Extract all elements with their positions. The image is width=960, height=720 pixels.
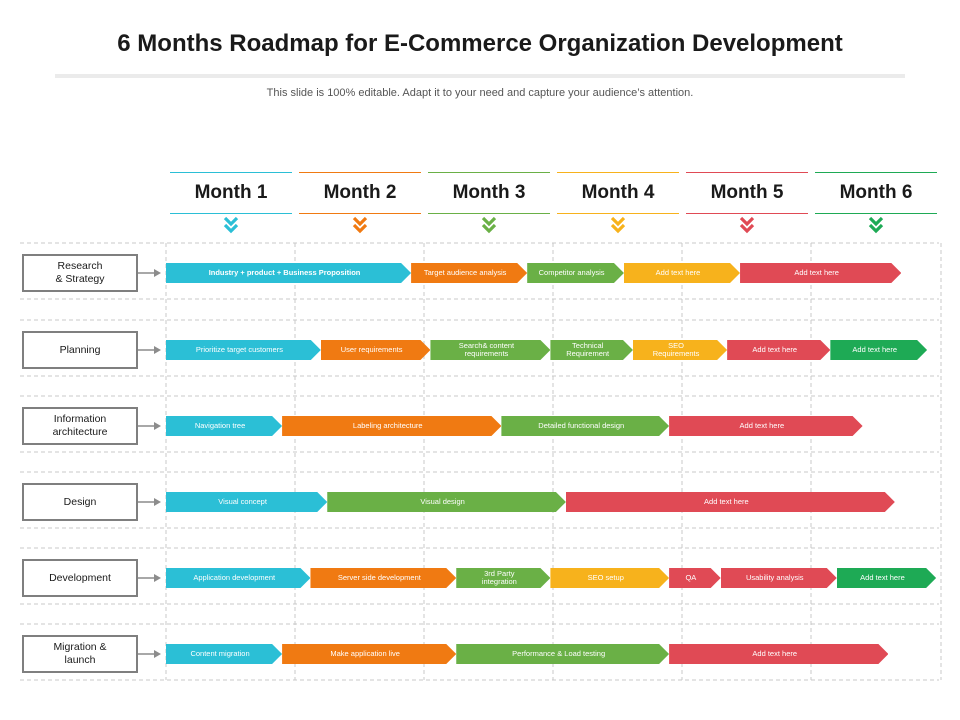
month-header-2: Month 2	[299, 172, 421, 214]
task-bar: Navigation tree	[166, 416, 282, 436]
task-bar: Make application live	[282, 644, 456, 664]
task-bar: Add text here	[669, 416, 863, 436]
task-bar: Add text here	[727, 340, 830, 360]
task-bar: SEO Requirements	[633, 340, 727, 360]
double-chevron-down-icon	[481, 216, 497, 234]
task-bar: Search& content requirements	[430, 340, 550, 360]
task-bar: Add text here	[837, 568, 936, 588]
task-bar: Labeling architecture	[282, 416, 501, 436]
month-header-3: Month 3	[428, 172, 550, 214]
task-bar: Content migration	[166, 644, 282, 664]
task-bar: User requirements	[321, 340, 431, 360]
double-chevron-down-icon	[352, 216, 368, 234]
task-bar: Add text here	[740, 263, 901, 283]
double-chevron-down-icon	[610, 216, 626, 234]
row-label: Migration & launch	[22, 635, 138, 673]
row-label: Information architecture	[22, 407, 138, 445]
task-bar: Add text here	[566, 492, 895, 512]
task-bar: Add text here	[669, 644, 888, 664]
page-title: 6 Months Roadmap for E-Commerce Organiza…	[117, 30, 843, 57]
task-bar: Detailed functional design	[501, 416, 669, 436]
row-connector-arrow-icon	[154, 498, 161, 506]
row-connector-arrow-icon	[154, 650, 161, 658]
task-bar: Visual concept	[166, 492, 327, 512]
row-label: Research & Strategy	[22, 254, 138, 292]
row-connector-arrow-icon	[154, 574, 161, 582]
task-bar: Competitor analysis	[527, 263, 624, 283]
task-bar: Usability analysis	[721, 568, 837, 588]
month-header-4: Month 4	[557, 172, 679, 214]
task-bar: QA	[669, 568, 721, 588]
task-bar: Add text here	[624, 263, 740, 283]
row-label: Development	[22, 559, 138, 597]
double-chevron-down-icon	[868, 216, 884, 234]
page-subtitle: This slide is 100% editable. Adapt it to…	[266, 87, 694, 99]
task-bar: Prioritize target customers	[166, 340, 321, 360]
task-bar: SEO setup	[550, 568, 669, 588]
task-bar: Application development	[166, 568, 310, 588]
double-chevron-down-icon	[223, 216, 239, 234]
row-connector-arrow-icon	[154, 346, 161, 354]
task-bar: Visual design	[327, 492, 566, 512]
month-header-6: Month 6	[815, 172, 937, 214]
row-connector-arrow-icon	[154, 422, 161, 430]
task-bar: Performance & Load testing	[456, 644, 669, 664]
title-divider	[55, 74, 905, 78]
row-label: Planning	[22, 331, 138, 369]
task-bar: Add text here	[830, 340, 927, 360]
month-header-5: Month 5	[686, 172, 808, 214]
task-bar: Technical Requirement	[550, 340, 633, 360]
row-connector-arrow-icon	[154, 269, 161, 277]
row-label: Design	[22, 483, 138, 521]
double-chevron-down-icon	[739, 216, 755, 234]
task-bar: Industry + product + Business Propositio…	[166, 263, 411, 283]
month-header-1: Month 1	[170, 172, 292, 214]
task-bar: Server side development	[310, 568, 456, 588]
task-bar: Target audience analysis	[411, 263, 527, 283]
task-bar: 3rd Party integration	[456, 568, 550, 588]
